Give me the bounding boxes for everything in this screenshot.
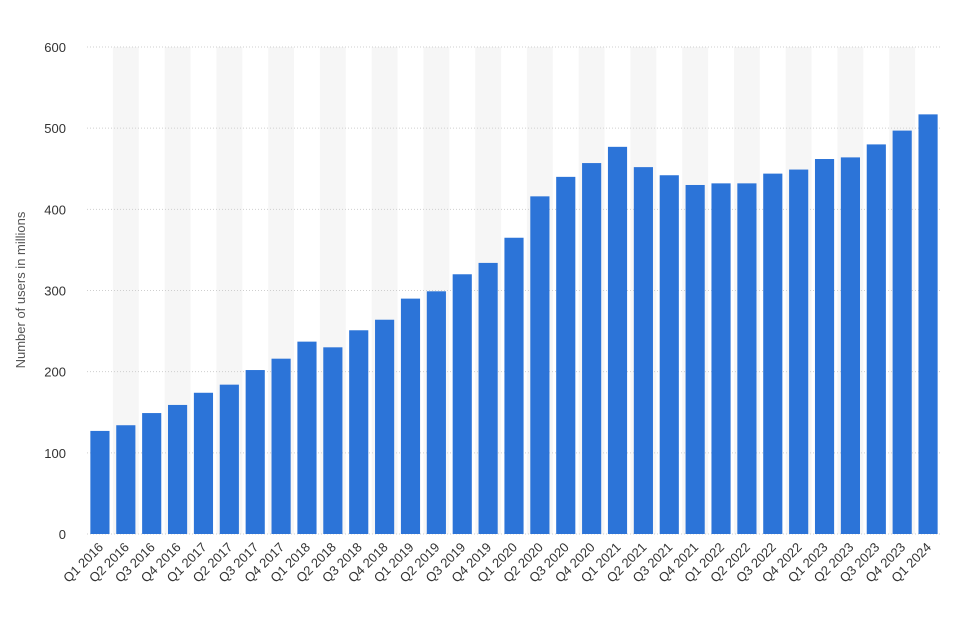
y-tick-label: 100 bbox=[44, 446, 66, 461]
bar bbox=[478, 262, 498, 534]
bar bbox=[814, 159, 835, 534]
y-tick-label: 400 bbox=[44, 202, 66, 217]
bar bbox=[711, 183, 731, 535]
bar bbox=[193, 392, 214, 534]
bar bbox=[918, 114, 938, 534]
bar bbox=[659, 175, 679, 534]
bar bbox=[607, 146, 628, 534]
bar bbox=[426, 291, 446, 534]
bar bbox=[633, 167, 653, 535]
bar bbox=[297, 341, 317, 534]
bar bbox=[142, 413, 162, 534]
y-tick-label: 500 bbox=[44, 121, 66, 136]
bar bbox=[168, 404, 188, 534]
bar bbox=[866, 144, 886, 534]
bar bbox=[763, 173, 783, 534]
bar bbox=[90, 430, 110, 534]
bar bbox=[582, 163, 602, 534]
bar bbox=[271, 358, 291, 534]
bar bbox=[737, 183, 757, 535]
bar bbox=[349, 330, 369, 534]
bar bbox=[219, 384, 239, 534]
bar bbox=[840, 157, 860, 535]
y-axis-ticks: 0 100 200 300 400 500 600 bbox=[44, 40, 66, 542]
bar bbox=[530, 196, 550, 534]
bar bbox=[685, 184, 705, 534]
bar bbox=[375, 319, 395, 534]
bar bbox=[323, 347, 343, 534]
y-tick-label: 300 bbox=[44, 284, 66, 299]
bars bbox=[90, 114, 938, 535]
bar bbox=[892, 130, 912, 534]
bar bbox=[556, 176, 576, 534]
y-axis-label: Number of users in millions bbox=[13, 211, 28, 368]
bar bbox=[789, 169, 809, 535]
y-tick-label: 200 bbox=[44, 365, 66, 380]
bar bbox=[452, 274, 472, 534]
bar bbox=[400, 298, 421, 534]
bar bbox=[504, 237, 524, 534]
bar bbox=[245, 370, 265, 534]
y-tick-label: 0 bbox=[59, 527, 66, 542]
y-tick-label: 600 bbox=[44, 40, 66, 55]
bar bbox=[116, 425, 136, 534]
